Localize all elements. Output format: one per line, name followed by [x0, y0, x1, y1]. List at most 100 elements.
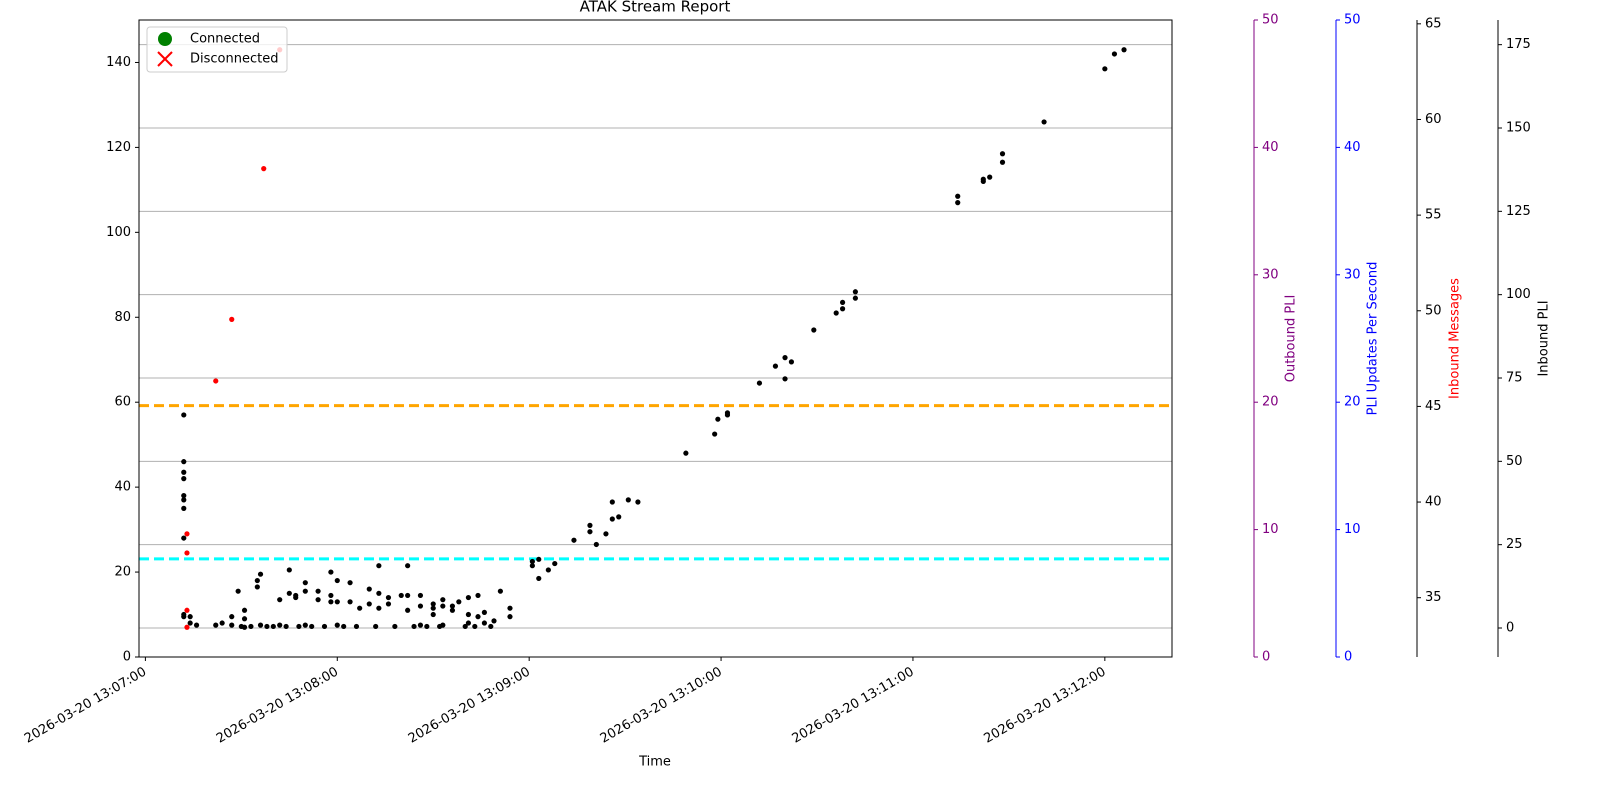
data-point: [181, 614, 187, 620]
data-point: [376, 563, 382, 569]
data-point: [465, 611, 472, 618]
data-point: [839, 299, 846, 306]
y-tick-label: 60: [1425, 112, 1442, 127]
data-point: [302, 622, 308, 628]
data-point: [398, 592, 404, 599]
data-point: [999, 151, 1006, 157]
data-point: [264, 623, 270, 630]
data-point: [181, 535, 187, 541]
data-point: [315, 588, 321, 594]
y-tick-label: 50: [1506, 454, 1523, 469]
data-point: [366, 601, 372, 607]
data-point: [184, 607, 190, 613]
data-point: [472, 623, 478, 630]
data-point: [373, 623, 379, 630]
legend-label: Connected: [190, 32, 260, 47]
data-point: [1111, 51, 1118, 57]
data-point: [283, 623, 289, 630]
data-point: [213, 378, 219, 384]
data-point: [181, 493, 187, 499]
data-point: [181, 459, 187, 465]
y-tick-label: 100: [106, 225, 131, 240]
data-point: [593, 541, 599, 548]
data-point: [465, 594, 472, 601]
y-tick-label: 60: [114, 395, 131, 410]
y-axis-label: PLI Updates Per Second: [1366, 262, 1381, 416]
data-point: [184, 624, 190, 630]
data-point: [609, 499, 615, 505]
data-point: [497, 588, 503, 594]
data-point: [357, 605, 363, 611]
plot-frame: [138, 19, 1173, 658]
data-point: [1102, 66, 1108, 72]
data-point: [277, 622, 283, 628]
y-tick-label: 40: [1425, 495, 1442, 510]
data-point: [366, 586, 372, 592]
data-point: [529, 558, 535, 565]
data-point: [353, 623, 360, 630]
y-tick-label: 75: [1506, 371, 1523, 386]
data-point: [385, 594, 392, 601]
data-point: [475, 614, 481, 620]
data-point: [296, 623, 302, 630]
data-point: [181, 469, 187, 475]
data-point: [440, 603, 446, 609]
data-point: [616, 514, 622, 520]
y-tick-label: 20: [1262, 395, 1279, 410]
y-tick-label: 80: [114, 310, 131, 325]
data-point: [440, 622, 446, 628]
y-tick-label: 35: [1425, 590, 1442, 605]
data-point: [309, 623, 315, 630]
data-point: [302, 580, 308, 586]
data-point: [257, 622, 264, 628]
y-tick-label: 20: [1344, 395, 1361, 410]
y-tick-label: 30: [1262, 267, 1279, 282]
data-point: [181, 505, 187, 511]
data-point: [571, 537, 577, 543]
y-tick-label: 30: [1344, 267, 1361, 282]
y-axis-label: Inbound PLI: [1537, 300, 1552, 376]
y-tick-label: 25: [1506, 537, 1523, 552]
data-point: [587, 529, 593, 535]
data-point: [756, 380, 763, 386]
data-point: [193, 622, 200, 628]
y-tick-label: 140: [106, 55, 131, 70]
data-point: [491, 618, 497, 624]
y-tick-label: 50: [1262, 13, 1279, 28]
data-point: [334, 599, 340, 605]
data-point: [376, 605, 382, 611]
data-point: [839, 306, 846, 312]
data-point: [286, 590, 292, 596]
data-point: [315, 597, 321, 603]
y-tick-label: 50: [1344, 13, 1361, 28]
data-point: [456, 599, 462, 605]
data-point: [1041, 119, 1047, 125]
data-point: [603, 531, 609, 537]
y-tick-label: 65: [1425, 16, 1442, 31]
y-tick-label: 45: [1425, 399, 1442, 414]
y-tick-label: 0: [1506, 621, 1514, 636]
data-point: [411, 623, 417, 630]
y-tick-label: 40: [1344, 140, 1361, 155]
legend-marker: [157, 51, 173, 67]
data-point: [347, 599, 353, 605]
data-point: [635, 499, 641, 505]
x-tick-label: 2026-03-20 13:10:00: [598, 665, 725, 747]
x-tick-label: 2026-03-20 13:08:00: [214, 665, 341, 747]
data-point: [430, 601, 436, 607]
data-point: [241, 616, 248, 622]
data-point: [430, 611, 436, 618]
y-tick-label: 175: [1506, 37, 1531, 52]
data-point: [987, 174, 993, 180]
data-point: [241, 624, 248, 630]
data-point: [536, 575, 542, 582]
data-point: [286, 567, 292, 573]
y-tick-label: 0: [123, 650, 131, 665]
y-tick-label: 20: [114, 565, 131, 580]
data-point: [488, 623, 494, 630]
y-tick-label: 40: [114, 480, 131, 495]
legend-marker: [158, 32, 172, 46]
data-point: [334, 577, 340, 584]
y-tick-label: 125: [1506, 204, 1531, 219]
